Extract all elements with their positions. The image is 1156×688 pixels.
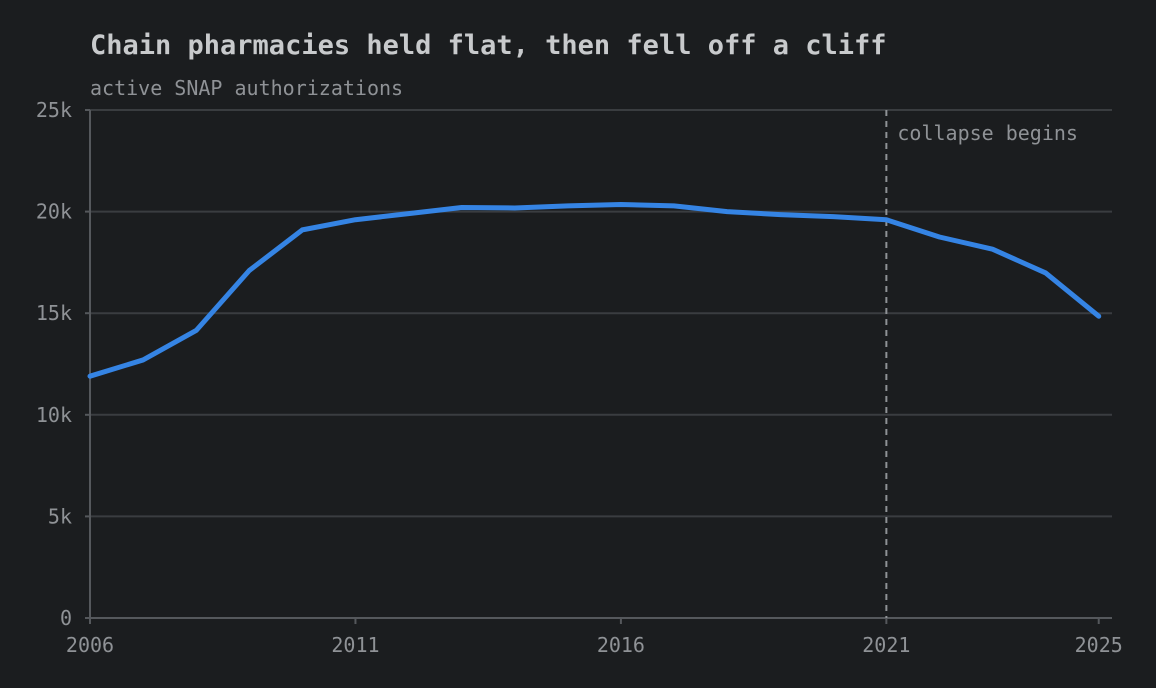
y-tick-label: 15k [36,301,72,325]
x-tick-label: 2011 [331,633,379,657]
x-tick-label: 2006 [66,633,114,657]
x-tick-label: 2016 [597,633,645,657]
y-tick-label: 25k [36,98,72,122]
chart-title: Chain pharmacies held flat, then fell of… [90,30,887,61]
x-tick-label: 2025 [1075,633,1123,657]
y-tick-label: 10k [36,403,72,427]
chart-subtitle: active SNAP authorizations [90,76,403,100]
y-tick-label: 5k [48,504,72,528]
y-tick-label: 0 [60,606,72,630]
data-line [87,201,1102,379]
x-tick-label: 2021 [862,633,910,657]
y-tick-label: 20k [36,200,72,224]
annotation-text: collapse begins [897,121,1078,145]
